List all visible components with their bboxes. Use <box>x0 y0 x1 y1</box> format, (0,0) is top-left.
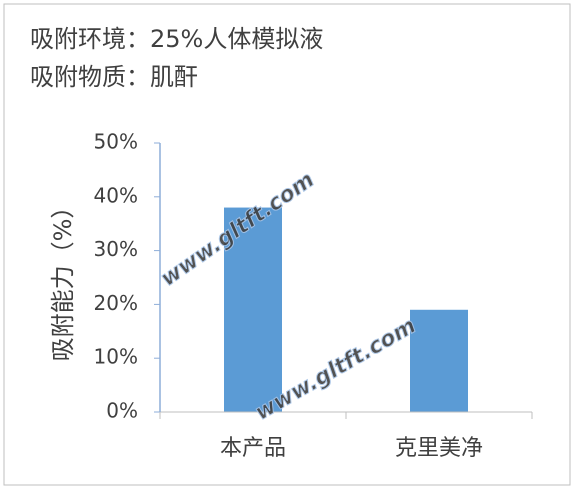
bar <box>224 207 282 412</box>
y-tick-label: 30% <box>94 237 138 261</box>
chart-border <box>3 3 571 486</box>
x-tick-label: 克里美净 <box>395 436 483 461</box>
y-tick-label: 20% <box>94 291 138 315</box>
bar <box>410 309 468 412</box>
chart-title: 吸附环境：25%人体模拟液 <box>30 25 323 53</box>
x-tick-label: 本产品 <box>220 436 286 461</box>
y-tick-label: 0% <box>106 399 138 423</box>
chart-subtitle: 吸附物质：肌酐 <box>30 63 198 91</box>
y-tick-label: 40% <box>94 183 138 207</box>
y-tick-label: 50% <box>94 130 138 154</box>
y-axis-title: 吸附能力（%） <box>49 195 77 362</box>
y-tick-label: 10% <box>94 345 138 369</box>
